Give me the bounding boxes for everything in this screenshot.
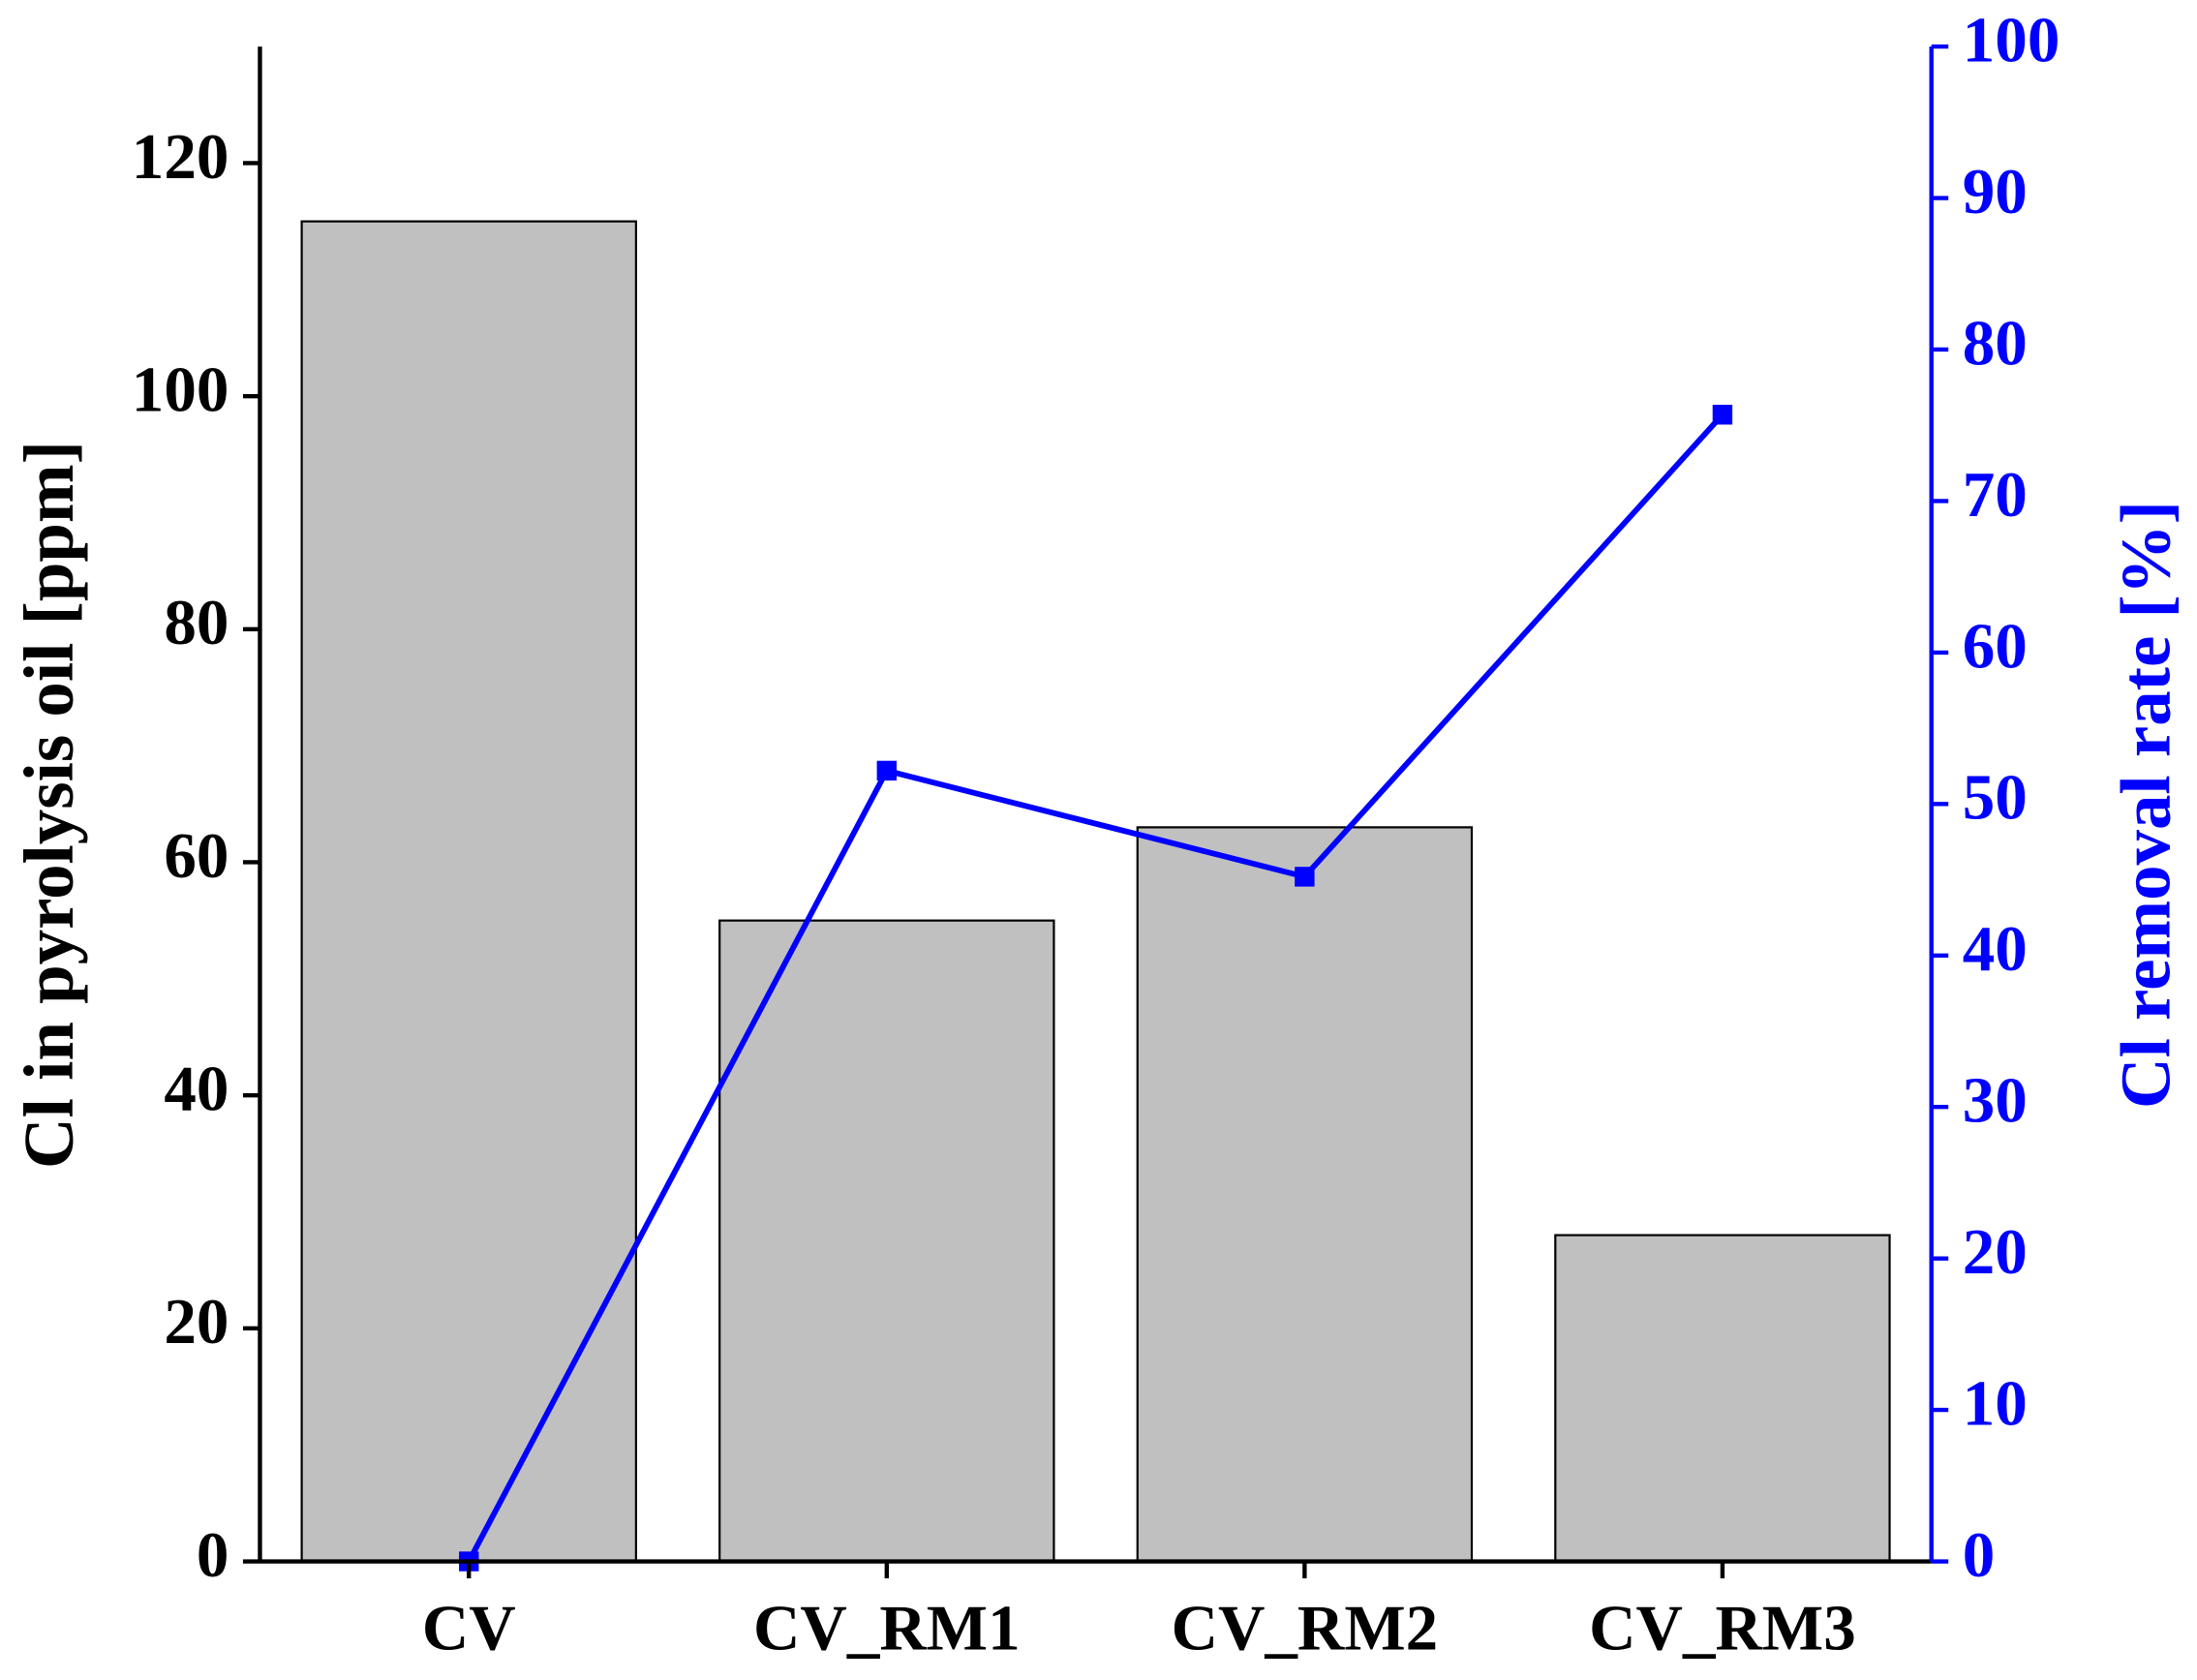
y2-axis-label: Cl removal rate [%] [2106,501,2184,1109]
y2-tick-label: 20 [1963,1215,2028,1288]
marker [1712,405,1733,425]
bar [718,919,1055,1563]
y-tick-label: 120 [132,120,229,193]
y2-tick-label: 40 [1963,912,2028,985]
bar [300,220,637,1563]
x-tick-label: CV_RM2 [1172,1592,1439,1665]
marker [876,760,898,781]
y2-tick-label: 50 [1963,761,2028,834]
y2-tick-label: 30 [1963,1064,2028,1137]
x-tick-label: CV_RM3 [1589,1592,1856,1665]
y-tick-label: 100 [132,353,229,426]
y2-tick-label: 0 [1963,1518,1996,1591]
y2-tick-label: 70 [1963,458,2028,531]
marker [1295,867,1315,887]
y-tick-label: 0 [197,1518,229,1591]
y-tick-label: 60 [164,819,229,892]
bar [1554,1234,1891,1563]
x-tick-label: CV_RM1 [753,1592,1021,1665]
y2-tick-label: 80 [1963,306,2028,379]
y-axis-label: Cl in pyrolysis oil [ppm] [10,441,88,1169]
y-tick-label: 20 [164,1285,229,1358]
y-tick-label: 80 [164,586,229,658]
x-tick-label: CV [422,1592,516,1665]
y2-tick-label: 10 [1963,1366,2028,1439]
y2-tick-label: 60 [1963,609,2028,682]
y2-tick-label: 90 [1963,155,2028,228]
y-tick-label: 40 [164,1053,229,1125]
y2-tick-label: 100 [1963,4,2060,76]
bar [1136,826,1474,1563]
line [466,412,1725,1563]
